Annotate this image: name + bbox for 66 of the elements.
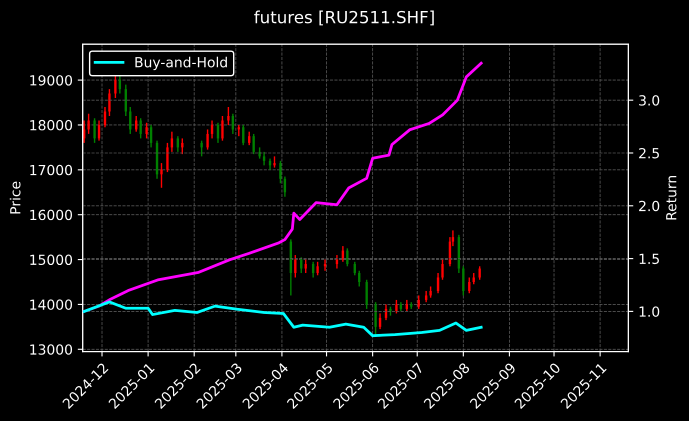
candlestick [258, 146, 261, 160]
candlestick [273, 156, 276, 168]
candlestick [87, 113, 90, 135]
y-tick-label: 19000 [30, 75, 72, 86]
candlestick [206, 128, 209, 150]
y-tick-label: 18000 [30, 120, 72, 130]
candlestick [181, 138, 184, 155]
candlestick [145, 122, 148, 140]
candlestick [336, 254, 338, 270]
candlestick [424, 290, 428, 303]
candlestick [472, 272, 475, 285]
candlestick [176, 135, 180, 153]
candlestick [304, 258, 307, 274]
y2-axis-title: Return [666, 176, 676, 220]
candlestick [342, 245, 344, 262]
candlestick [316, 261, 319, 276]
candlestick [429, 286, 432, 298]
candlestick [262, 151, 266, 166]
candlestick [82, 120, 86, 144]
candlestick [200, 140, 203, 158]
candlestick [93, 118, 96, 144]
candlestick [324, 258, 326, 272]
candlestick [242, 124, 244, 146]
candlestick [118, 74, 122, 94]
candlestick [365, 279, 368, 310]
candlestick [294, 254, 296, 278]
line-series [82, 300, 483, 338]
candlestick [468, 276, 470, 294]
candlestick [129, 106, 132, 135]
candlestick [238, 124, 240, 137]
y-tick-label: 15000 [30, 254, 72, 266]
y-tick-label: 16000 [30, 210, 72, 220]
candlestick [374, 301, 377, 337]
candlestick [252, 133, 255, 155]
candlestick [354, 261, 356, 276]
candlestick [135, 115, 138, 132]
candlestick [395, 299, 398, 314]
candlestick [358, 270, 360, 288]
candlestick [418, 294, 420, 310]
candlestick [284, 176, 286, 198]
candlestick [150, 124, 152, 148]
y2-tick-label: 1.5 [640, 254, 659, 264]
y2-tick-label: 1.0 [640, 306, 660, 317]
candlestick [462, 266, 465, 296]
candlestick [227, 106, 230, 126]
candlestick [346, 248, 349, 267]
legend-label: Buy-and-Hold [135, 56, 227, 70]
y-tick-label: 17000 [30, 164, 72, 176]
y-tick-label: 13000 [30, 344, 72, 355]
candlestick [312, 261, 314, 278]
candlestick [478, 266, 481, 280]
y-tick-label: 14000 [30, 299, 72, 310]
chart-title: futures [RU2511.SHF] [254, 10, 434, 26]
y2-tick-label: 2.0 [639, 200, 660, 212]
candlestick [170, 131, 174, 153]
candlestick [166, 142, 169, 173]
candlestick [406, 299, 408, 312]
candlestick [124, 84, 127, 117]
candlestick [139, 118, 142, 140]
y2-tick-label: 2.5 [639, 148, 659, 158]
y-axis-title: Price [10, 182, 21, 214]
candlestick [248, 131, 250, 146]
y2-tick-label: 3.0 [639, 95, 660, 106]
candlestick [300, 256, 302, 274]
candlestick [279, 160, 282, 184]
candlestick [232, 113, 234, 135]
